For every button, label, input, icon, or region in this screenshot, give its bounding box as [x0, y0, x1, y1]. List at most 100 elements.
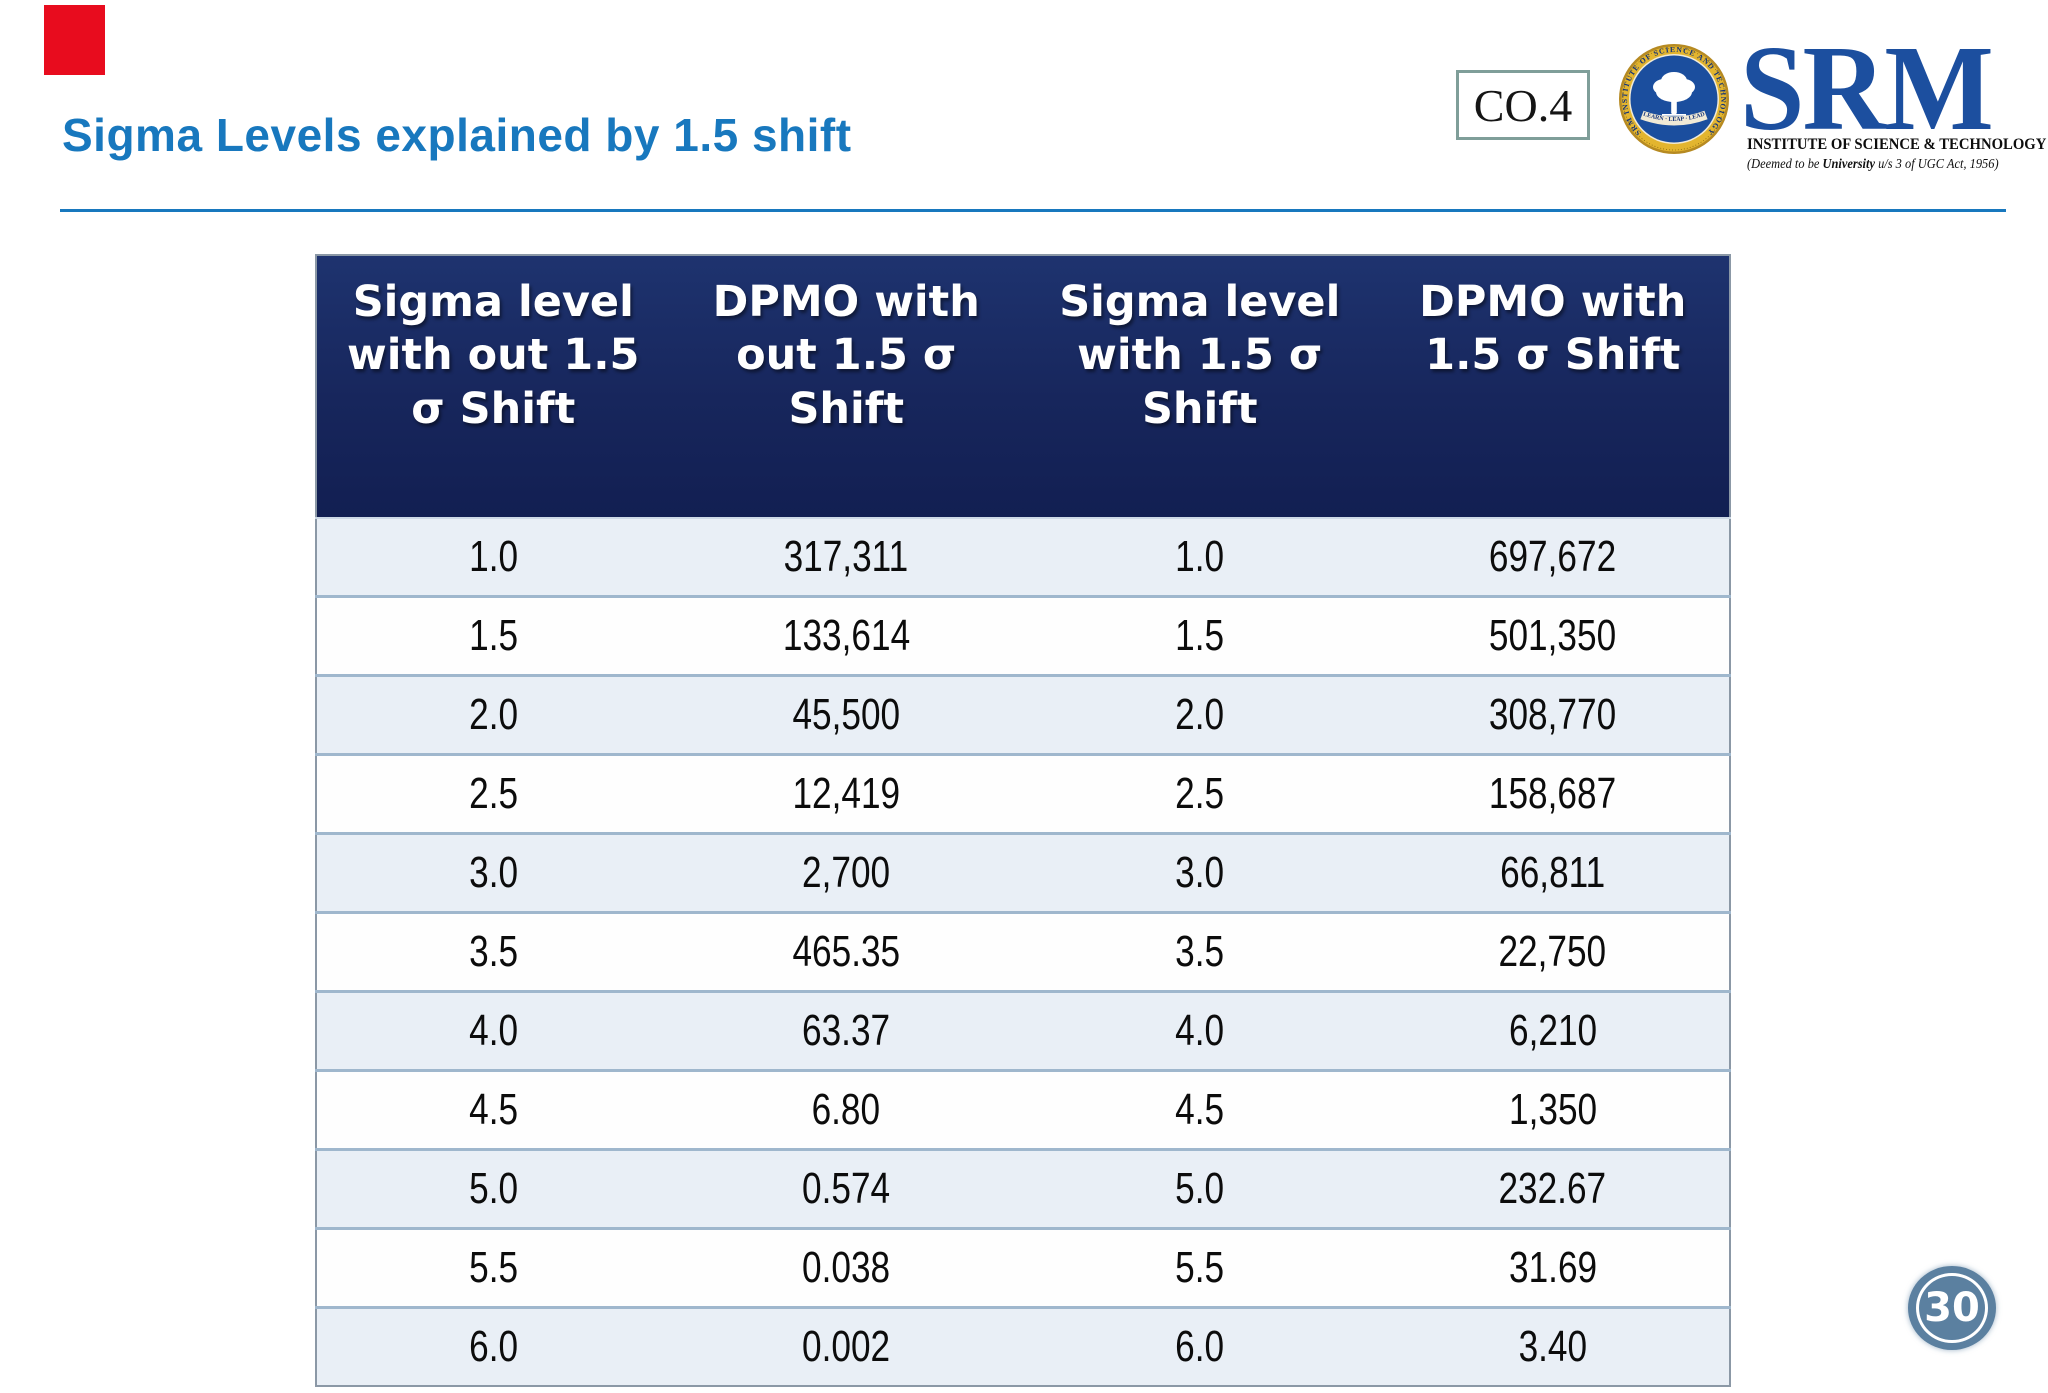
cell-value: 2,700	[802, 848, 891, 897]
header-cell: DPMO with 1.5 σ Shift	[1376, 255, 1730, 518]
cell-value: 6.0	[1175, 1322, 1225, 1371]
table-cell: 317,311	[670, 518, 1024, 597]
cell-value: 4.0	[468, 1006, 518, 1055]
cell-value: 22,750	[1498, 927, 1607, 976]
cell-value: 66,811	[1500, 848, 1606, 897]
cell-value: 5.5	[1175, 1243, 1225, 1292]
table-cell: 158,687	[1377, 755, 1731, 834]
srm-seal-icon: SRM INSTITUTE OF SCIENCE AND TECHNOLOGY …	[1619, 44, 1729, 154]
cell-value: 0.002	[802, 1322, 891, 1371]
cell-value: 133,614	[782, 611, 910, 660]
table-row: 5.0 0.574 5.0 232.67	[316, 1149, 1731, 1229]
cell-value: 6.0	[468, 1322, 518, 1371]
cell-value: 1.0	[468, 532, 518, 581]
logo-deemed-line: (Deemed to be University u/s 3 of UGC Ac…	[1747, 156, 1999, 171]
cell-value: 5.0	[468, 1164, 518, 1213]
table-cell: 2,700	[670, 834, 1024, 913]
table-header-row: Sigma level with out 1.5 σ Shift DPMO wi…	[316, 255, 1730, 518]
cell-value: 1.0	[1175, 532, 1225, 581]
table-body: 1.0 317,311 1.0 697,672 1.5 133,614 1.5 501,350…	[316, 518, 1730, 1386]
page-number: 30	[1924, 1285, 1980, 1331]
cell-value: 697,672	[1489, 532, 1617, 581]
svg-text:LEARN · LEAP · LEAD: LEARN · LEAP · LEAD	[1642, 111, 1706, 123]
cell-value: 3.0	[1175, 848, 1225, 897]
cell-value: 158,687	[1489, 769, 1617, 818]
cell-value: 3.0	[468, 848, 518, 897]
table-cell: 0.038	[670, 1229, 1024, 1308]
header-cell: Sigma level with 1.5 σ Shift	[1023, 255, 1377, 518]
table-cell: 1.0	[316, 518, 670, 597]
table-cell: 3.5	[316, 913, 670, 992]
table-cell: 66,811	[1377, 834, 1731, 913]
cell-value: 6.80	[811, 1085, 881, 1134]
cell-value: 3.5	[468, 927, 518, 976]
table-cell: 308,770	[1377, 676, 1731, 755]
cell-value: 4.5	[1175, 1085, 1225, 1134]
table-cell: 2.0	[316, 676, 670, 755]
table-cell: 3.5	[1023, 913, 1377, 992]
cell-value: 2.0	[468, 690, 518, 739]
page-number-badge: 30	[1908, 1266, 1996, 1350]
table-cell: 0.002	[670, 1308, 1024, 1387]
table-cell: 501,350	[1377, 597, 1731, 676]
table-row: 4.0 63.37 4.0 6,210	[316, 991, 1731, 1071]
cell-value: 317,311	[783, 532, 909, 581]
table-cell: 4.5	[316, 1071, 670, 1150]
cell-value: 2.5	[1175, 769, 1225, 818]
cell-value: 31.69	[1508, 1243, 1597, 1292]
table-row: 3.0 2,700 3.0 66,811	[316, 833, 1731, 913]
table-cell: 45,500	[670, 676, 1024, 755]
cell-value: 232.67	[1498, 1164, 1607, 1213]
table-cell: 31.69	[1377, 1229, 1731, 1308]
table-row: 1.0 317,311 1.0 697,672	[316, 518, 1730, 597]
course-outcome-badge: CO.4	[1456, 70, 1590, 140]
table-cell: 12,419	[670, 755, 1024, 834]
table-row: 1.5 133,614 1.5 501,350	[316, 596, 1731, 676]
header-cell: DPMO with out 1.5 σ Shift	[669, 255, 1023, 518]
table-cell: 6.0	[1023, 1308, 1377, 1387]
table-cell: 697,672	[1377, 518, 1731, 597]
course-outcome-label: CO.4	[1473, 79, 1573, 131]
cell-value: 501,350	[1489, 611, 1617, 660]
cell-value: 45,500	[792, 690, 901, 739]
table-cell: 6.80	[670, 1071, 1024, 1150]
cell-value: 4.5	[468, 1085, 518, 1134]
header-cell: Sigma level with out 1.5 σ Shift	[316, 255, 670, 518]
table-cell: 1.5	[1023, 597, 1377, 676]
cell-value: 4.0	[1175, 1006, 1225, 1055]
table-cell: 3.40	[1377, 1308, 1731, 1387]
table-cell: 6.0	[316, 1308, 670, 1387]
table-cell: 1.5	[316, 597, 670, 676]
cell-value: 1.5	[1175, 611, 1225, 660]
table-cell: 4.0	[1023, 992, 1377, 1071]
table-cell: 5.0	[316, 1150, 670, 1229]
cell-value: 12,419	[792, 769, 901, 818]
red-corner-marker	[44, 5, 105, 75]
cell-value: 3.5	[1175, 927, 1225, 976]
table-cell: 5.5	[316, 1229, 670, 1308]
table-row: 2.0 45,500 2.0 308,770	[316, 675, 1731, 755]
table-cell: 0.574	[670, 1150, 1024, 1229]
table-cell: 1,350	[1377, 1071, 1731, 1150]
cell-value: 2.5	[468, 769, 518, 818]
cell-value: 5.5	[468, 1243, 518, 1292]
table-cell: 63.37	[670, 992, 1024, 1071]
table-cell: 5.5	[1023, 1229, 1377, 1308]
cell-value: 3.40	[1518, 1322, 1587, 1371]
table-cell: 232.67	[1377, 1150, 1731, 1229]
cell-value: 63.37	[802, 1006, 891, 1055]
seal-tree-icon	[1653, 72, 1695, 116]
logo-institute-line: INSTITUTE OF SCIENCE & TECHNOLOGY	[1747, 136, 2047, 153]
page-number-ring	[1916, 1273, 1988, 1343]
table-cell: 6,210	[1377, 992, 1731, 1071]
table-cell: 4.0	[316, 992, 670, 1071]
title-underline	[60, 209, 2006, 212]
table-cell: 2.5	[1023, 755, 1377, 834]
page-title: Sigma Levels explained by 1.5 shift	[62, 109, 852, 161]
table-row: 3.5 465.35 3.5 22,750	[316, 912, 1730, 992]
table-cell: 2.5	[316, 755, 670, 834]
cell-value: 465.35	[792, 927, 901, 976]
table-cell: 5.0	[1023, 1150, 1377, 1229]
cell-value: 2.0	[1175, 690, 1225, 739]
